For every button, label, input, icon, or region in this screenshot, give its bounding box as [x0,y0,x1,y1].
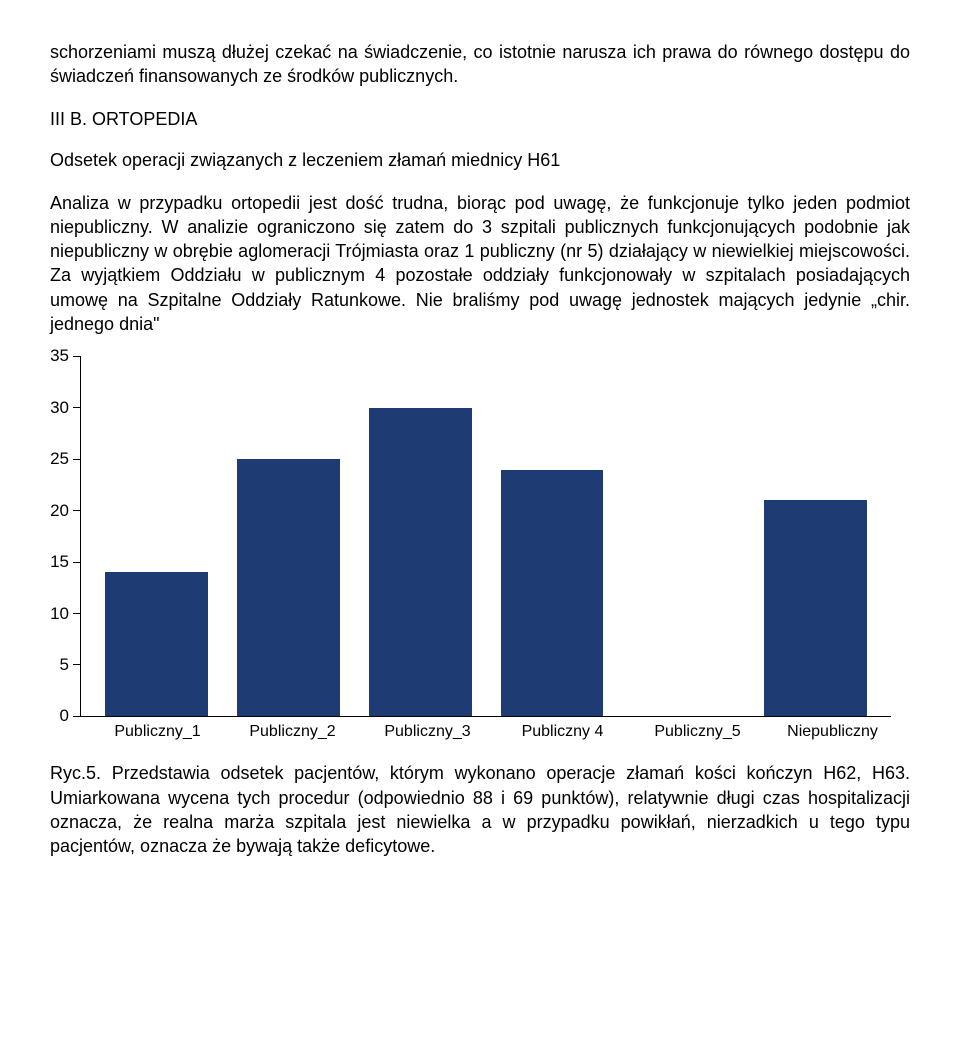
bars-group [81,356,891,716]
x-axis-labels: Publiczny_1Publiczny_2Publiczny_3Publicz… [80,717,910,741]
bar [237,459,340,716]
y-tick-label: 25 [50,449,81,469]
bar-slot [486,356,618,716]
section-label: III B. ORTOPEDIA [50,109,910,130]
x-axis-label: Publiczny_5 [630,723,765,741]
y-tick-label: 10 [50,604,81,624]
chart-container: 05101520253035 Publiczny_1Publiczny_2Pub… [80,356,910,741]
bar-chart: 05101520253035 Publiczny_1Publiczny_2Pub… [80,356,910,741]
paragraph-intro: schorzeniami muszą dłużej czekać na świa… [50,40,910,89]
y-tick-label: 0 [60,706,81,726]
x-axis-label: Publiczny_1 [90,723,225,741]
bar [501,470,604,717]
y-tick-label: 30 [50,398,81,418]
bar-slot [354,356,486,716]
subtitle: Odsetek operacji związanych z leczeniem … [50,150,910,171]
bar [105,572,208,716]
bar [369,408,472,717]
plot-area: 05101520253035 [80,356,891,717]
x-axis-label: Publiczny 4 [495,723,630,741]
bar-slot [749,356,881,716]
bar-slot [618,356,750,716]
x-axis-label: Niepubliczny [765,723,900,741]
y-tick-label: 5 [60,655,81,675]
bar [764,500,867,716]
bar-slot [91,356,223,716]
y-tick-label: 15 [50,552,81,572]
bar-slot [223,356,355,716]
x-axis-label: Publiczny_3 [360,723,495,741]
paragraph-body: Analiza w przypadku ortopedii jest dość … [50,191,910,337]
y-tick-label: 35 [50,346,81,366]
x-axis-label: Publiczny_2 [225,723,360,741]
figure-caption: Ryc.5. Przedstawia odsetek pacjentów, kt… [50,761,910,858]
y-tick-label: 20 [50,501,81,521]
